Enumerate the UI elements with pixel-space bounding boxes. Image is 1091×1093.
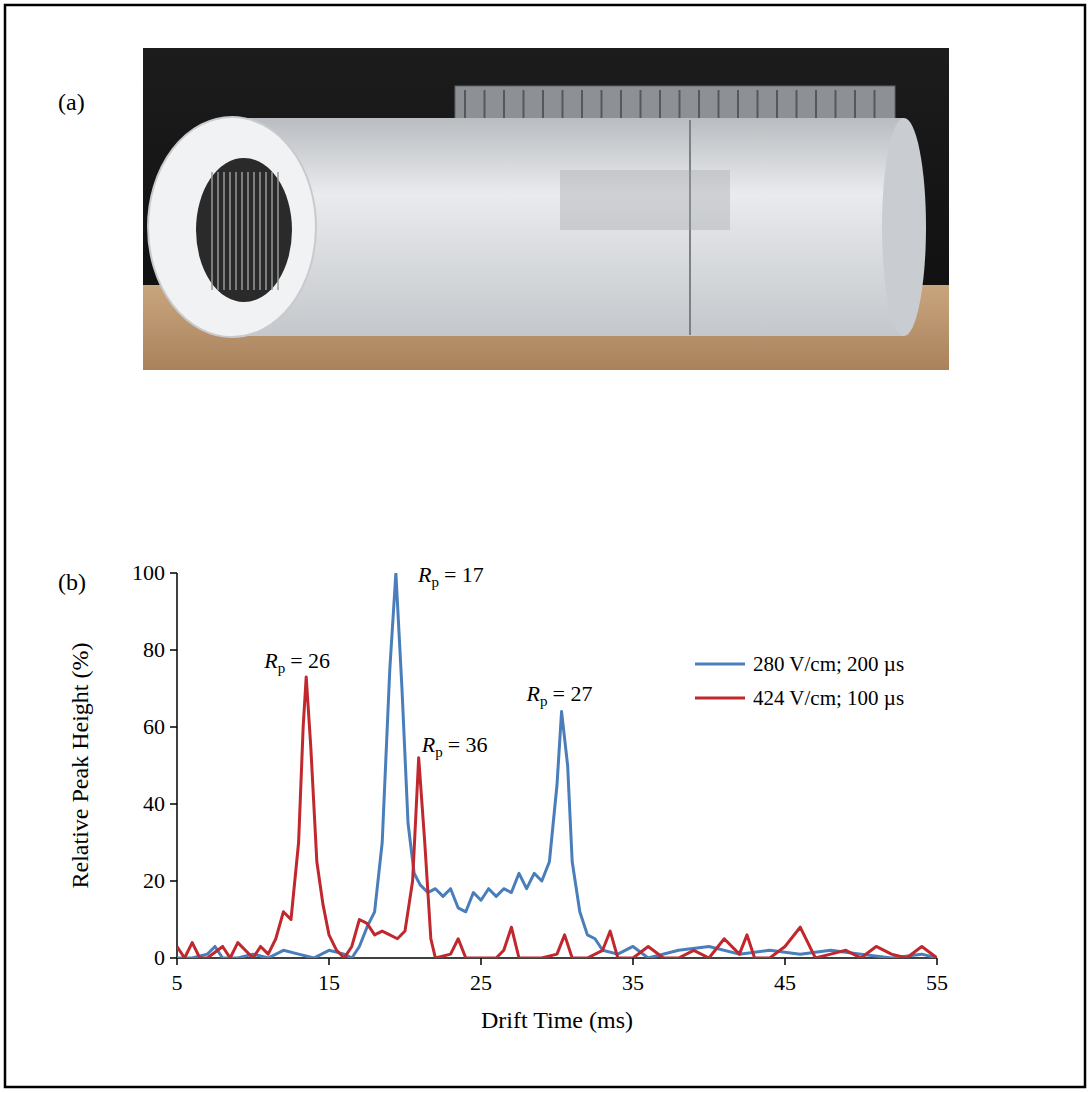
x-tick-label: 25: [470, 970, 492, 995]
annotation-text: Rp = 36: [421, 732, 488, 760]
annotation: Rp = 27: [526, 681, 593, 709]
x-tick: [936, 958, 938, 965]
y-tick: [170, 957, 177, 959]
legend-label: 280 V/cm; 200 µs: [753, 652, 904, 676]
annotation-symbol: R: [263, 648, 278, 673]
x-axis-title: Drift Time (ms): [481, 1007, 633, 1033]
annotation-symbol: R: [421, 732, 436, 757]
annotation-text: Rp= 26: [263, 648, 330, 676]
photo: [143, 48, 949, 370]
annotation-symbol: R: [526, 681, 541, 706]
photo-electrode: [265, 172, 267, 290]
figure: (a) (b) 0 20 40 60 80 100 5 15 25 35 45 55 Drift Time …: [0, 0, 1091, 1093]
figure-frame: [5, 5, 1085, 1087]
photo-cylinder-end: [882, 118, 926, 336]
photo-electrode: [217, 172, 219, 290]
legend-label: 424 V/cm; 100 µs: [753, 686, 904, 710]
x-tick-label: 45: [774, 970, 796, 995]
series-line: [177, 677, 937, 958]
annotation-text: Rp = 27: [526, 681, 593, 709]
y-tick-label: 0: [154, 945, 165, 970]
y-axis: [176, 573, 178, 958]
x-tick-label: 35: [622, 970, 644, 995]
annotation: Rp = 36: [421, 732, 488, 760]
annotation-value: = 26: [290, 648, 330, 673]
panel-label: (a): [58, 89, 85, 115]
photo-front-face: [148, 117, 316, 337]
annotation-subscript: p: [278, 660, 286, 676]
annotation: Rp= 26: [263, 648, 330, 676]
annotation-value: = 27: [553, 681, 593, 706]
annotation-symbol: R: [417, 562, 432, 587]
annotation-subscript: p: [435, 744, 443, 760]
y-axis-title: Relative Peak Height (%): [67, 643, 93, 889]
photo-background: [143, 48, 949, 370]
y-tick-label: 100: [132, 560, 165, 585]
legend-swatch: [695, 663, 745, 666]
photo-electrode: [277, 172, 279, 290]
x-tick: [784, 958, 786, 965]
photo-electrode: [235, 172, 237, 290]
annotation: Rp = 17: [417, 562, 484, 590]
annotation-value: = 36: [448, 732, 488, 757]
chart: 0 20 40 60 80 100 5 15 25 35 45 55 Drift Time (ms) Re…: [67, 560, 948, 1033]
photo-electrode: [271, 172, 273, 290]
photo-electrode: [253, 172, 255, 290]
x-tick: [176, 958, 178, 965]
photo-electrode: [229, 172, 231, 290]
y-tick: [170, 649, 177, 651]
photo-electrode: [223, 172, 225, 290]
panel-label: (b): [58, 569, 86, 595]
y-tick-label: 20: [143, 868, 165, 893]
photo-shade: [560, 170, 730, 230]
x-tick-label: 55: [926, 970, 948, 995]
annotation-subscript: p: [540, 693, 548, 709]
x-tick-label: 15: [318, 970, 340, 995]
photo-electrode: [247, 172, 249, 290]
annotation-value: = 17: [444, 562, 484, 587]
legend: 280 V/cm; 200 µs 424 V/cm; 100 µs: [695, 652, 904, 710]
photo-bore: [196, 158, 292, 302]
y-tick-label: 60: [143, 714, 165, 739]
plot-lines: [177, 573, 937, 958]
photo-electrode: [211, 172, 213, 290]
x-tick: [328, 958, 330, 965]
annotation-subscript: p: [431, 574, 439, 590]
y-tick: [170, 726, 177, 728]
y-tick: [170, 572, 177, 574]
y-tick: [170, 803, 177, 805]
x-tick: [480, 958, 482, 965]
legend-swatch: [695, 697, 745, 700]
y-tick: [170, 880, 177, 882]
annotation-text: Rp = 17: [417, 562, 484, 590]
series-line: [177, 573, 937, 958]
photo-electrode: [259, 172, 261, 290]
x-tick: [632, 958, 634, 965]
y-tick-label: 40: [143, 791, 165, 816]
y-tick-label: 80: [143, 637, 165, 662]
x-tick-label: 5: [172, 970, 183, 995]
photo-electrode: [241, 172, 243, 290]
photo-cylinder: [232, 118, 904, 336]
